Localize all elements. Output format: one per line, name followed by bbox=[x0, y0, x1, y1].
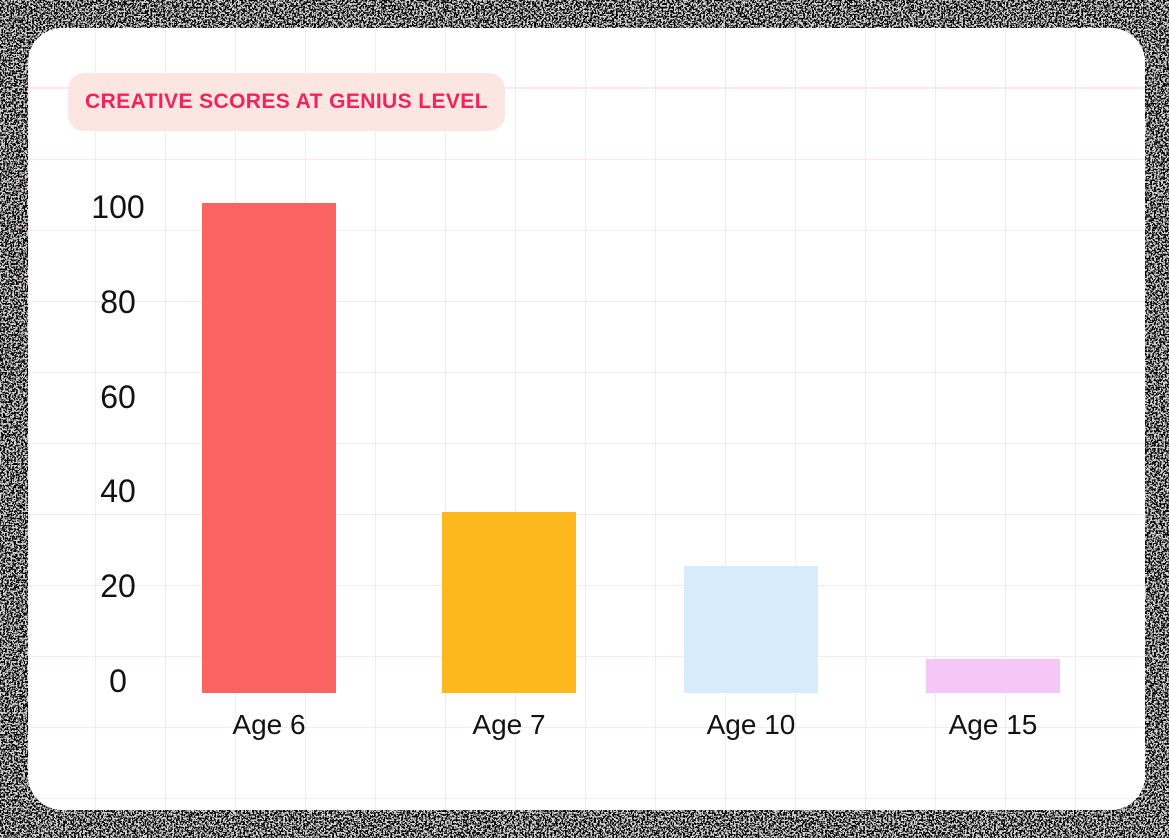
y-axis-tick-label: 20 bbox=[100, 568, 136, 605]
x-axis-category-label: Age 10 bbox=[706, 709, 796, 740]
bar-age-10 bbox=[684, 566, 818, 693]
bar-age-15 bbox=[926, 659, 1060, 693]
chart-title-badge: CREATIVE SCORES AT GENIUS LEVEL bbox=[68, 73, 505, 131]
chart-title-text: CREATIVE SCORES AT GENIUS LEVEL bbox=[85, 90, 488, 113]
bar-age-7 bbox=[442, 512, 576, 693]
y-axis-tick-label: 40 bbox=[100, 473, 136, 510]
y-axis-tick-label: 0 bbox=[109, 663, 127, 699]
chart-card: CREATIVE SCORES AT GENIUS LEVEL 100 80 60 4… bbox=[28, 28, 1145, 810]
x-axis-category-label: Age 6 bbox=[232, 709, 306, 740]
y-axis-tick-label: 60 bbox=[100, 378, 136, 415]
x-axis-category-label: Age 15 bbox=[948, 709, 1038, 740]
y-axis-tick-label: 80 bbox=[100, 283, 136, 320]
y-axis-tick-label: 100 bbox=[91, 189, 145, 225]
bar-age-6 bbox=[202, 203, 336, 693]
x-axis-category-label: Age 7 bbox=[472, 709, 546, 740]
